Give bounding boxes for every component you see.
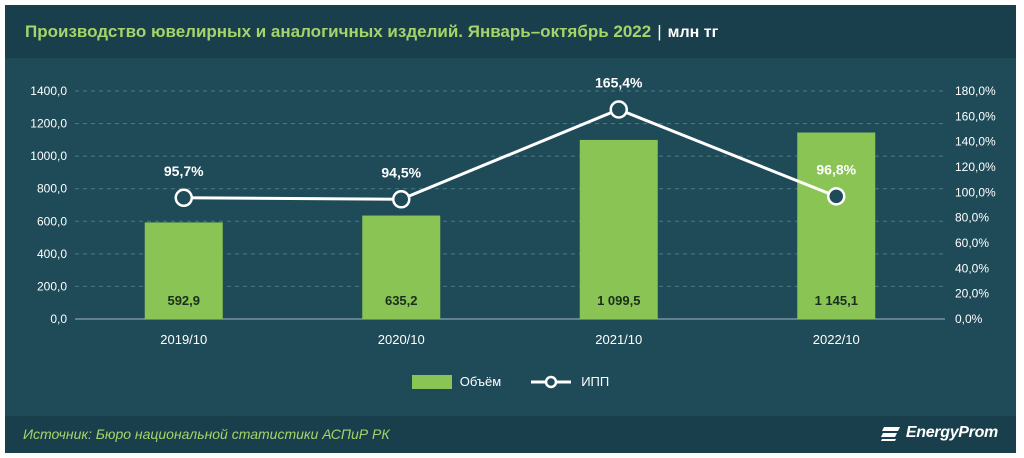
header-bar: Производство ювелирных и аналогичных изд… <box>5 5 1016 58</box>
y-left-tick-label: 1000,0 <box>30 149 67 163</box>
x-tick-label: 2022/10 <box>813 332 860 347</box>
y-right-tick-label: 20,0% <box>955 287 989 301</box>
x-tick-label: 2020/10 <box>378 332 425 347</box>
legend-label-ipp: ИПП <box>581 374 610 389</box>
bar <box>579 139 658 319</box>
legend: Объём ИПП <box>5 374 1016 389</box>
legend-swatch-bar <box>411 374 452 389</box>
y-left-tick-label: 800,0 <box>37 182 67 196</box>
y-left-tick-label: 200,0 <box>37 279 67 293</box>
ipp-value-label: 96,8% <box>816 161 856 177</box>
y-left-tick-label: 400,0 <box>37 247 67 261</box>
legend-swatch-line <box>531 375 572 388</box>
y-right-tick-label: 100,0% <box>955 185 996 199</box>
y-right-tick-label: 140,0% <box>955 135 996 149</box>
y-right-tick-label: 80,0% <box>955 211 989 225</box>
bar-value-label: 1 099,5 <box>597 293 640 308</box>
energyprom-logo: EnergyProm <box>880 424 998 442</box>
ipp-point <box>609 100 628 119</box>
x-tick-label: 2021/10 <box>595 332 642 347</box>
ipp-value-label: 165,4% <box>595 74 643 90</box>
combo-chart: 0,0 200,0 400,0 600,0 800,0 1000,0 1200,0 1400,… <box>30 74 996 347</box>
bar <box>362 215 441 319</box>
bar <box>797 132 876 319</box>
logo-text: EnergyProm <box>905 424 998 441</box>
logo-mark-icon <box>880 427 900 441</box>
ipp-value-label: 95,7% <box>164 163 204 179</box>
y-left-tick-label: 1400,0 <box>30 84 67 98</box>
chart-frame: Производство ювелирных и аналогичных изд… <box>5 5 1016 453</box>
ipp-value-label: 94,5% <box>381 164 421 180</box>
bar-value-label: 592,9 <box>167 293 200 308</box>
ipp-point <box>827 187 846 206</box>
x-tick-label: 2019/10 <box>160 332 207 347</box>
y-right-tick-label: 60,0% <box>955 236 989 250</box>
y-left-tick-label: 600,0 <box>37 214 67 228</box>
y-left-tick-label: 1200,0 <box>30 117 67 131</box>
chart-title: Производство ювелирных и аналогичных изд… <box>25 22 718 42</box>
footer-bar: Источник: Бюро национальной статистики А… <box>5 416 1016 453</box>
bar <box>144 222 223 319</box>
ipp-point <box>392 190 411 209</box>
source-note: Источник: Бюро национальной статистики А… <box>23 426 390 442</box>
title-text: Производство ювелирных и аналогичных изд… <box>25 22 652 41</box>
bar-value-label: 1 145,1 <box>815 293 858 308</box>
y-right-tick-label: 40,0% <box>955 261 989 275</box>
y-right-tick-label: 160,0% <box>955 109 996 123</box>
legend-item-ipp: ИПП <box>529 374 609 389</box>
bar-value-label: 635,2 <box>385 293 418 308</box>
y-right-tick-label: 180,0% <box>955 84 996 98</box>
ipp-line <box>183 107 837 201</box>
title-unit: млн тг <box>667 24 719 41</box>
title-separator: | <box>657 22 662 41</box>
legend-label-volume: Объём <box>459 374 502 389</box>
y-right-tick-label: 0,0% <box>955 312 983 326</box>
ipp-point <box>174 188 193 208</box>
y-left-tick-label: 0,0 <box>50 312 67 326</box>
legend-item-volume: Объём <box>411 374 502 389</box>
y-right-tick-label: 120,0% <box>955 160 996 174</box>
